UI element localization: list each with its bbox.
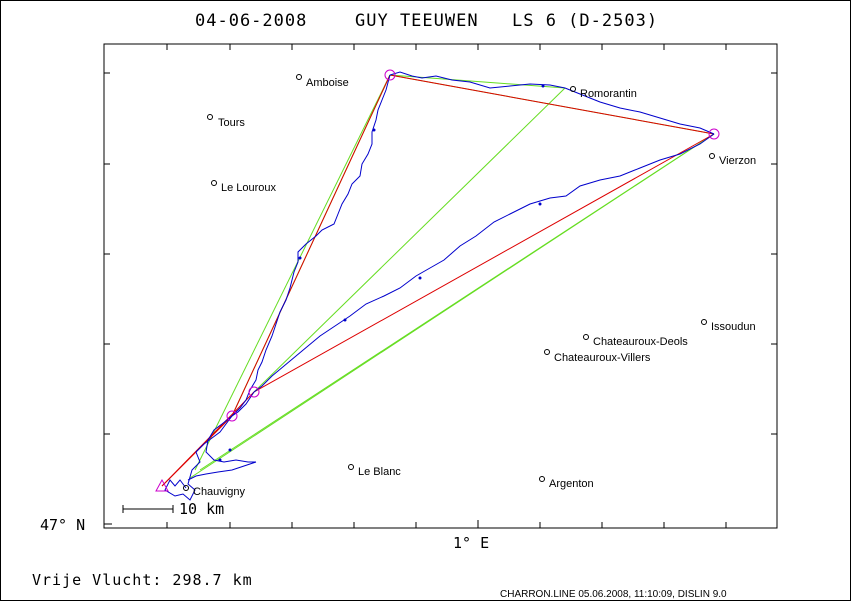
town-le-blanc-dot [348,464,354,470]
sector-lines [189,74,715,479]
latitude-label: 47° N [40,516,85,534]
town-romorantin-label: Romorantin [580,88,637,100]
town-romorantin-dot [570,86,576,92]
header-pilot: GUY TEEUWEN [355,11,479,31]
plot-area [103,43,778,529]
turnpoint-markers [155,69,720,492]
town-issoudun-dot [701,319,707,325]
free-flight-distance: Vrije Vlucht: 298.7 km [32,571,253,589]
start-triangle-marker [155,478,169,492]
task-lines [161,74,715,487]
towns: Amboise Romorantin Tours Vierzon Le Lour… [183,74,756,498]
town-chauvigny-label: Chauvigny [193,486,245,498]
axis-ticks [104,44,777,528]
town-amboise-label: Amboise [306,77,349,89]
footer-info: CHARRON.LINE 05.06.2008, 11:10:09, DISLI… [500,589,727,600]
turnpoint-2-marker [708,128,720,140]
town-chauvigny-dot [183,485,189,491]
town-le-louroux-dot [211,180,217,186]
header-date: 04-06-2008 [195,11,307,31]
scale-bar: 10 km [122,500,224,518]
scale-bar-label: 10 km [179,500,224,518]
town-chateauroux-villers-dot [544,349,550,355]
town-argenton-dot [539,476,545,482]
town-argenton-label: Argenton [549,478,594,490]
town-tours-label: Tours [218,117,245,129]
town-chateauroux-deols-label: Chateauroux-Deols [593,336,688,348]
turnpoint-1-marker [384,69,396,81]
town-vierzon-label: Vierzon [719,155,756,167]
flight-track [164,71,715,501]
town-vierzon-dot [709,153,715,159]
town-amboise-dot [296,74,302,80]
town-issoudun-label: Issoudun [711,321,756,333]
longitude-label: 1° E [453,534,489,552]
town-le-louroux-label: Le Louroux [221,182,277,194]
track-fixes [218,84,545,462]
turnpoint-3-marker [248,386,260,398]
header-glider: LS 6 (D-2503) [512,11,658,31]
turnpoint-4-marker [226,410,238,422]
town-tours-dot [207,114,213,120]
town-le-blanc-label: Le Blanc [358,466,401,478]
town-chateauroux-villers-label: Chateauroux-Villers [554,352,651,364]
town-chateauroux-deols-dot [583,334,589,340]
